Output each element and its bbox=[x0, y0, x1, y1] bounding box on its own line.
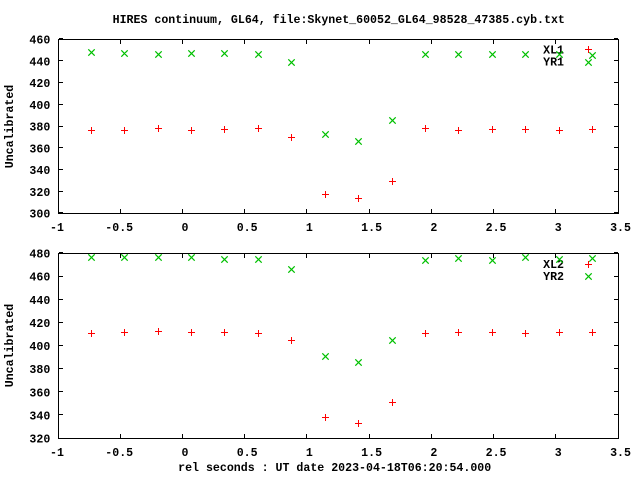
svg-text:420: 420 bbox=[29, 318, 50, 331]
svg-text:480: 480 bbox=[29, 249, 50, 262]
svg-text:420: 420 bbox=[29, 78, 50, 91]
svg-text:-0.5: -0.5 bbox=[105, 447, 133, 460]
svg-text:1: 1 bbox=[306, 222, 313, 235]
svg-text:-1: -1 bbox=[50, 447, 64, 460]
svg-text:Uncalibrated: Uncalibrated bbox=[4, 85, 17, 169]
svg-text:-0.5: -0.5 bbox=[105, 222, 133, 235]
svg-text:3: 3 bbox=[555, 222, 562, 235]
svg-text:400: 400 bbox=[29, 100, 50, 113]
svg-text:2.5: 2.5 bbox=[486, 447, 507, 460]
svg-text:YR2: YR2 bbox=[543, 271, 564, 284]
svg-text:Uncalibrated: Uncalibrated bbox=[4, 304, 17, 388]
svg-text:460: 460 bbox=[29, 35, 50, 48]
svg-text:340: 340 bbox=[29, 410, 50, 423]
svg-text:320: 320 bbox=[29, 187, 50, 200]
svg-text:360: 360 bbox=[29, 143, 50, 156]
svg-text:0: 0 bbox=[181, 447, 188, 460]
svg-text:1.5: 1.5 bbox=[361, 222, 382, 235]
svg-text:1: 1 bbox=[306, 447, 313, 460]
svg-text:0.5: 0.5 bbox=[237, 447, 258, 460]
svg-text:HIRES continuum, GL64, file:Sk: HIRES continuum, GL64, file:Skynet_60052… bbox=[113, 14, 565, 27]
svg-text:380: 380 bbox=[29, 364, 50, 377]
svg-text:440: 440 bbox=[29, 56, 50, 69]
svg-text:XL2: XL2 bbox=[543, 259, 564, 272]
svg-text:3: 3 bbox=[555, 447, 562, 460]
svg-text:rel seconds : UT date 2023-04-: rel seconds : UT date 2023-04-18T06:20:5… bbox=[178, 462, 491, 475]
svg-text:-1: -1 bbox=[50, 222, 64, 235]
svg-text:320: 320 bbox=[29, 434, 50, 447]
svg-text:3.5: 3.5 bbox=[610, 447, 631, 460]
svg-text:360: 360 bbox=[29, 387, 50, 400]
svg-text:1.5: 1.5 bbox=[361, 447, 382, 460]
svg-text:460: 460 bbox=[29, 272, 50, 285]
svg-text:300: 300 bbox=[29, 209, 50, 222]
svg-text:400: 400 bbox=[29, 341, 50, 354]
svg-text:0: 0 bbox=[181, 222, 188, 235]
svg-text:2.5: 2.5 bbox=[486, 222, 507, 235]
svg-text:2: 2 bbox=[430, 222, 437, 235]
svg-text:340: 340 bbox=[29, 165, 50, 178]
svg-text:0.5: 0.5 bbox=[237, 222, 258, 235]
svg-text:YR1: YR1 bbox=[543, 57, 564, 70]
svg-text:440: 440 bbox=[29, 295, 50, 308]
svg-text:380: 380 bbox=[29, 122, 50, 135]
svg-text:2: 2 bbox=[430, 447, 437, 460]
svg-text:3.5: 3.5 bbox=[610, 222, 631, 235]
